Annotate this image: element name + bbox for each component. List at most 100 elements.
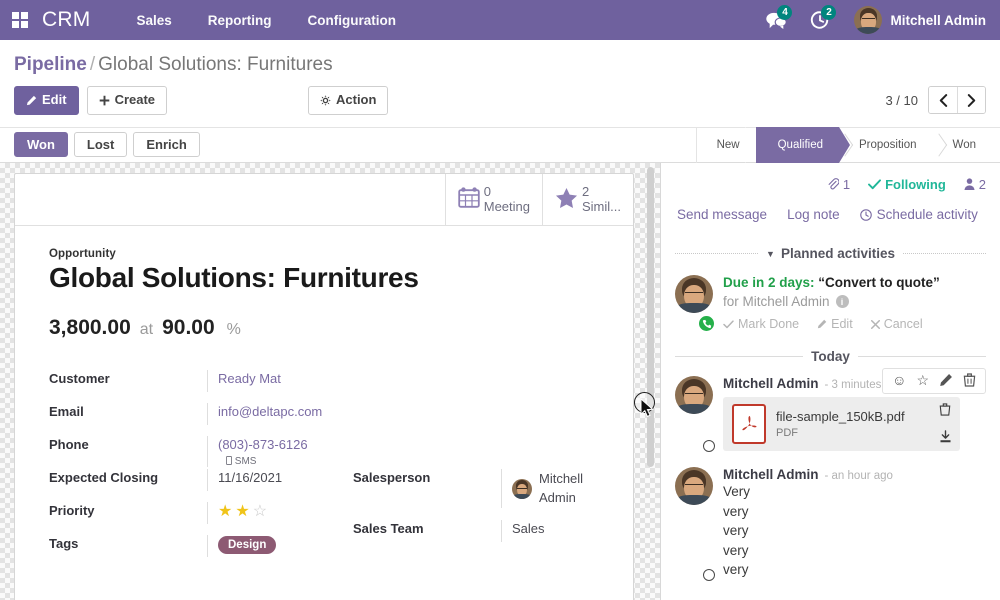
stage-won[interactable]: Won	[933, 127, 992, 163]
apps-grid-icon[interactable]	[12, 12, 28, 28]
send-sms-button[interactable]: SMS	[226, 456, 256, 467]
activity-summary: “Convert to quote”	[818, 275, 940, 290]
stage-qualified[interactable]: Qualified	[744, 126, 851, 163]
attachment-download-button[interactable]	[939, 430, 952, 445]
avatar	[512, 478, 532, 499]
action-button-label: Action	[336, 91, 377, 107]
field-row-phone: Phone (803)-873-6126 SMS	[49, 436, 339, 469]
field-value-phone[interactable]: (803)-873-6126	[218, 437, 308, 452]
stage-new[interactable]: New	[716, 138, 740, 151]
create-button[interactable]: Create	[86, 86, 168, 115]
breadcrumb-current: Global Solutions: Furnitures	[98, 54, 333, 75]
message-body: Very very very very very	[723, 482, 986, 580]
avatar	[675, 376, 713, 414]
page-title: Global Solutions: Furnitures	[49, 262, 419, 293]
trash-icon[interactable]	[963, 373, 976, 389]
status-buttons-group: Won Lost Enrich	[14, 132, 200, 158]
star-icon[interactable]: ☆	[916, 372, 929, 388]
field-value-sales-team[interactable]: Sales	[512, 520, 545, 536]
chatter-action-links: Send message Log note Schedule activity	[675, 199, 986, 222]
pager-next-button[interactable]	[957, 87, 985, 114]
similar-leads-stat-button[interactable]: 2 Simil...	[542, 174, 633, 225]
pencil-icon[interactable]	[939, 373, 953, 389]
pdf-file-icon	[732, 404, 766, 444]
planned-activities-divider: ▼ Planned activities	[675, 246, 986, 261]
similar-label: Simil...	[582, 198, 621, 214]
trash-icon	[939, 403, 951, 416]
activity-title: Due in 2 days: “Convert to quote”	[723, 275, 986, 290]
action-button[interactable]: Action	[308, 85, 389, 115]
pager-count-label: 3 / 10	[885, 92, 918, 108]
nav-menu-reporting[interactable]: Reporting	[207, 12, 272, 28]
salesperson-name: Mitchell Admin	[539, 471, 584, 505]
log-note-button[interactable]: Log note	[787, 207, 840, 222]
messages-button[interactable]: 4	[756, 5, 796, 35]
form-view-pane: 0 Meeting 2 Simil...	[0, 163, 660, 600]
activity-edit-button[interactable]: Edit	[817, 317, 853, 331]
today-divider: Today	[675, 349, 987, 364]
activities-button[interactable]: 2	[800, 5, 840, 35]
form-scrollbar[interactable]	[645, 163, 656, 600]
chatter-topbar: 1 Following 2	[675, 163, 986, 199]
attachment-card[interactable]: file-sample_150kB.pdf PDF	[723, 397, 960, 451]
attachment-buttons	[939, 403, 952, 445]
meetings-stat-button[interactable]: 0 Meeting	[444, 174, 542, 225]
field-row-sales-team: Sales Team Sales	[353, 519, 589, 553]
nav-menu-configuration[interactable]: Configuration	[307, 12, 396, 28]
following-toggle[interactable]: Following	[868, 177, 946, 192]
attachment-text: file-sample_150kB.pdf PDF	[776, 409, 905, 439]
stage-proposition[interactable]: Proposition	[839, 127, 933, 163]
enrich-button[interactable]: Enrich	[133, 132, 200, 158]
message-item: ☺ ☆	[675, 368, 986, 452]
pencil-icon	[26, 95, 37, 106]
planned-activities-toggle[interactable]: ▼ Planned activities	[766, 246, 895, 261]
activity-edit-label: Edit	[831, 317, 853, 331]
user-menu[interactable]: Mitchell Admin	[854, 6, 986, 34]
probability-value[interactable]: 90.00	[162, 316, 215, 339]
salesperson-value[interactable]: Mitchell Admin	[512, 470, 589, 508]
field-value-customer[interactable]: Ready Mat	[218, 371, 281, 386]
breadcrumb-root-link[interactable]: Pipeline	[14, 54, 87, 75]
control-panel: Edit Create Action 3 / 10	[0, 76, 1000, 115]
attachment-delete-button[interactable]	[939, 403, 952, 418]
expected-revenue-value[interactable]: 3,800.00	[49, 316, 131, 339]
record-pager: 3 / 10	[885, 86, 986, 115]
at-separator-label: at	[139, 321, 154, 338]
star-filled-2[interactable]: ★	[235, 503, 250, 520]
star-empty-3[interactable]: ☆	[252, 503, 268, 520]
phone-icon	[697, 314, 716, 333]
info-icon[interactable]: i	[835, 295, 849, 308]
edit-button[interactable]: Edit	[14, 86, 79, 115]
schedule-activity-button[interactable]: Schedule activity	[859, 207, 978, 222]
mark-lost-button[interactable]: Lost	[73, 132, 128, 158]
schedule-activity-label: Schedule activity	[876, 207, 978, 222]
activity-assignee: for Mitchell Admin	[723, 294, 830, 309]
activity-mark-done-button[interactable]: Mark Done	[723, 317, 799, 331]
top-navbar: CRM Sales Reporting Configuration 4 2	[0, 0, 1000, 40]
field-value-email[interactable]: info@deltapc.com	[218, 404, 323, 419]
mark-won-button[interactable]: Won	[14, 132, 68, 158]
field-value-expected-closing[interactable]: 11/16/2021	[218, 470, 283, 485]
stat-button-box: 0 Meeting 2 Simil...	[15, 174, 633, 226]
chevron-left-icon	[939, 94, 947, 107]
pager-previous-button[interactable]	[929, 87, 957, 114]
followers-counter[interactable]: 2	[964, 177, 986, 192]
app-brand-crm[interactable]: CRM	[42, 8, 91, 31]
today-label: Today	[811, 349, 850, 364]
avatar	[854, 6, 883, 34]
activity-cancel-button[interactable]: Cancel	[870, 317, 923, 331]
field-label-email: Email	[49, 404, 84, 419]
mouse-cursor	[634, 392, 658, 418]
star-filled-1[interactable]: ★	[218, 503, 233, 520]
edit-button-label: Edit	[42, 92, 67, 107]
attachments-counter[interactable]: 1	[827, 177, 850, 192]
send-message-button[interactable]: Send message	[677, 207, 768, 222]
mark-done-label: Mark Done	[738, 317, 800, 331]
priority-stars[interactable]: ★ ★ ☆	[218, 503, 339, 520]
pencil-icon	[818, 319, 827, 329]
create-button-label: Create	[114, 92, 156, 107]
nav-menu-sales[interactable]: Sales	[136, 12, 172, 28]
fields-area: Customer Ready Mat Email info@deltapc.co…	[49, 370, 599, 568]
tag-design[interactable]: Design	[218, 536, 277, 554]
smiley-icon[interactable]: ☺	[892, 372, 907, 388]
